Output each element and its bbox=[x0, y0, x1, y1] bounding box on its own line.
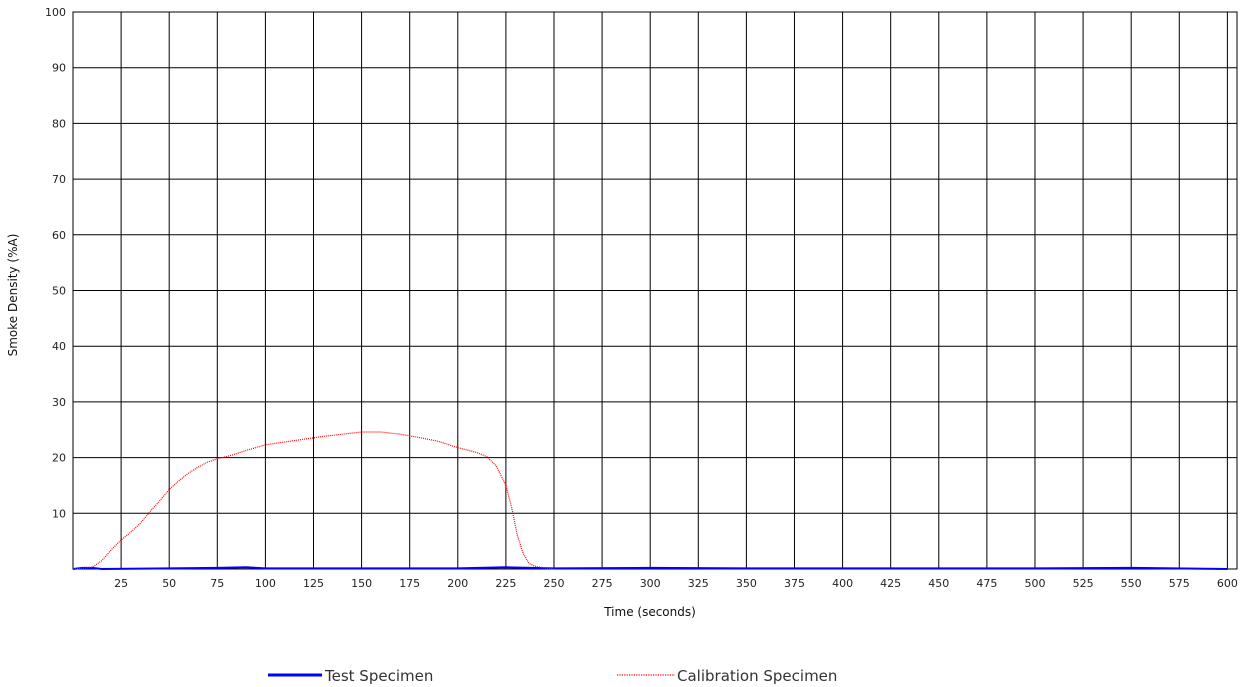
y-axis-tick-labels: 10 20 30 40 50 60 70 80 90 100 bbox=[45, 6, 66, 520]
y-tick-label: 100 bbox=[45, 6, 66, 19]
x-tick-label: 100 bbox=[255, 577, 276, 590]
y-tick-label: 50 bbox=[52, 285, 66, 298]
x-tick-label: 125 bbox=[303, 577, 324, 590]
x-tick-label: 375 bbox=[784, 577, 805, 590]
x-tick-label: 150 bbox=[351, 577, 372, 590]
y-tick-label: 60 bbox=[52, 229, 66, 242]
y-tick-label: 20 bbox=[52, 452, 66, 465]
x-tick-label: 225 bbox=[495, 577, 516, 590]
x-tick-label: 400 bbox=[832, 577, 853, 590]
legend-label-calibration-specimen: Calibration Specimen bbox=[677, 667, 837, 685]
y-tick-label: 30 bbox=[52, 396, 66, 409]
legend: Test Specimen Calibration Specimen bbox=[268, 667, 837, 685]
x-axis-label: Time (seconds) bbox=[603, 605, 696, 619]
x-tick-label: 450 bbox=[928, 577, 949, 590]
x-tick-label: 475 bbox=[976, 577, 997, 590]
x-tick-label: 325 bbox=[688, 577, 709, 590]
x-tick-label: 425 bbox=[880, 577, 901, 590]
series-line-calibration-specimen bbox=[72, 431, 555, 570]
x-tick-label: 600 bbox=[1217, 577, 1238, 590]
x-tick-label: 350 bbox=[736, 577, 757, 590]
x-tick-label: 200 bbox=[447, 577, 468, 590]
x-tick-label: 500 bbox=[1024, 577, 1045, 590]
legend-label-test-specimen: Test Specimen bbox=[324, 667, 433, 685]
series-line-test-specimen bbox=[72, 566, 1228, 570]
x-tick-label: 25 bbox=[114, 577, 128, 590]
y-tick-label: 70 bbox=[52, 173, 66, 186]
x-tick-label: 300 bbox=[640, 577, 661, 590]
x-tick-label: 75 bbox=[210, 577, 224, 590]
plot-area-frame bbox=[72, 11, 1238, 570]
series-lines bbox=[72, 431, 1228, 570]
x-tick-label: 175 bbox=[399, 577, 420, 590]
x-axis-tick-labels: 25 50 75 100 125 150 175 200 225 250 275 300 325 350 3… bbox=[114, 577, 1238, 590]
horizontal-gridlines bbox=[73, 11, 1237, 514]
x-tick-label: 250 bbox=[543, 577, 564, 590]
x-tick-label: 575 bbox=[1169, 577, 1190, 590]
y-tick-label: 10 bbox=[52, 507, 66, 520]
x-tick-label: 550 bbox=[1121, 577, 1142, 590]
x-tick-label: 50 bbox=[162, 577, 176, 590]
y-tick-label: 80 bbox=[52, 117, 66, 130]
y-tick-label: 40 bbox=[52, 340, 66, 353]
y-axis-label: Smoke Density (%A) bbox=[6, 234, 20, 357]
y-tick-label: 90 bbox=[52, 62, 66, 75]
x-tick-label: 275 bbox=[592, 577, 613, 590]
x-tick-label: 525 bbox=[1073, 577, 1094, 590]
